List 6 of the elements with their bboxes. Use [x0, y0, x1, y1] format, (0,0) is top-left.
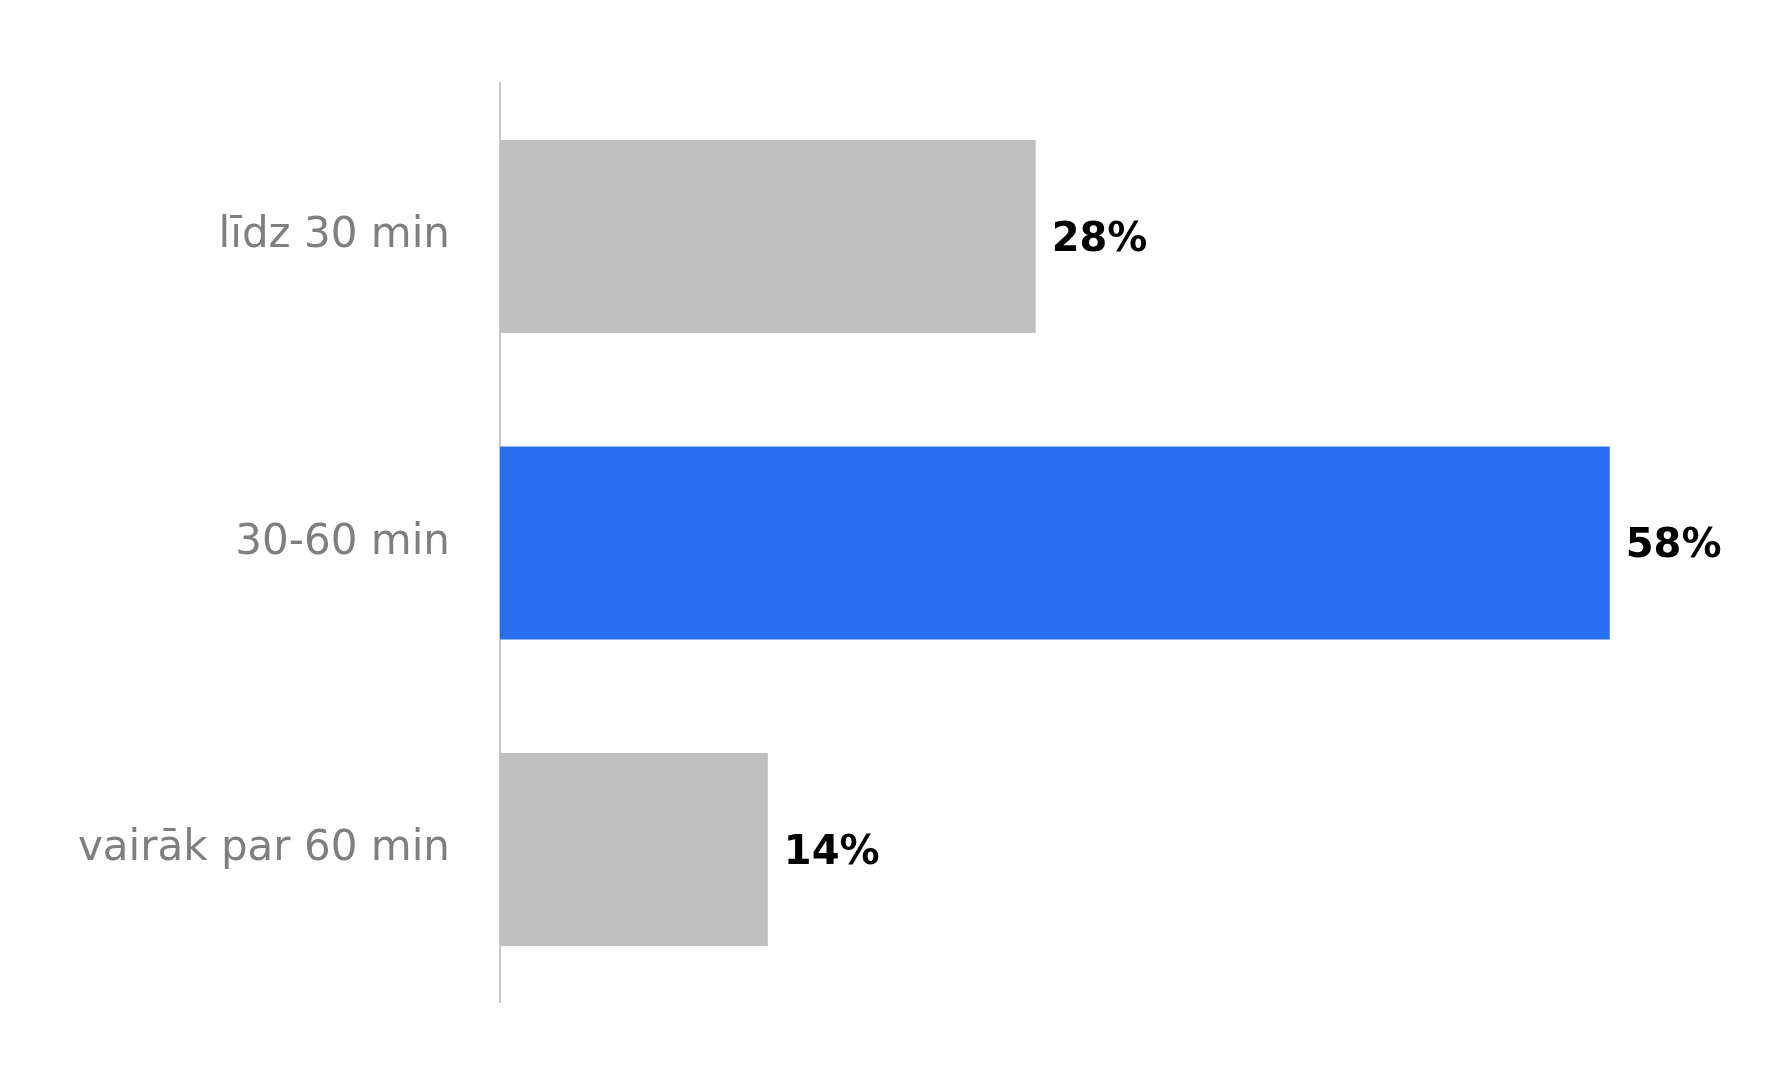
- data-label: 28%: [1051, 213, 1148, 260]
- data-label: 14%: [783, 826, 880, 873]
- data-label: 58%: [1625, 520, 1722, 567]
- y-tick-label: vairāk par 60 min: [78, 821, 450, 871]
- y-tick-label: 30-60 min: [235, 514, 450, 564]
- y-tick-label: līdz 30 min: [218, 208, 450, 258]
